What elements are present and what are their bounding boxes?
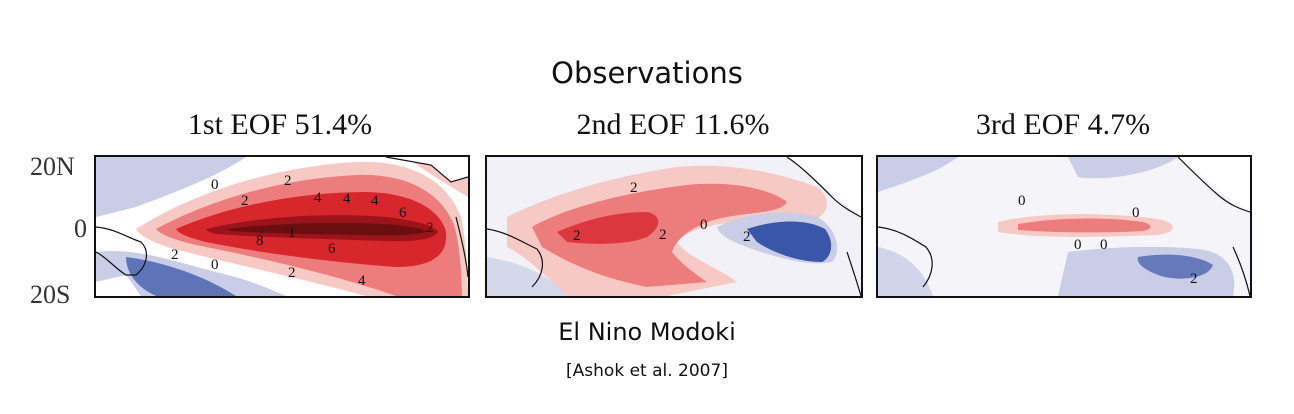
cool-region — [878, 247, 933, 296]
eof2-map-svg: 2 2 2 0 2 — [487, 157, 861, 296]
eof3-map: 0 0 0 0 2 — [876, 155, 1252, 298]
contour-label: 0 — [211, 177, 219, 193]
eof1-map: 0 2 2 4 4 4 6 8 1 6 2 2 0 4 2 — [94, 155, 470, 298]
panel-1-title: 1st EOF 51.4% — [187, 108, 373, 141]
land — [96, 275, 141, 296]
coastline — [455, 216, 468, 278]
eof2-map: 2 2 2 0 2 — [485, 155, 863, 298]
contour-label: 2 — [573, 228, 581, 244]
coastline — [1232, 246, 1250, 296]
warm-region — [532, 183, 787, 287]
contour-label: 0 — [1074, 237, 1082, 253]
land — [1178, 157, 1250, 212]
contour-label: 2 — [284, 173, 292, 189]
coastline — [846, 251, 861, 296]
lat-label-20n: 20N — [30, 152, 75, 181]
cool-region — [96, 157, 246, 217]
contour-label: 2 — [630, 180, 638, 196]
panel-2-title: 2nd EOF 11.6% — [576, 108, 770, 141]
cool-region — [747, 221, 832, 262]
cool-region — [878, 157, 958, 192]
cool-region — [1068, 157, 1178, 179]
coastline — [385, 157, 468, 183]
cool-region — [487, 257, 567, 296]
coastline — [786, 157, 861, 218]
figure-heading: Observations — [551, 56, 743, 90]
eof3-map-svg: 0 0 0 0 2 — [878, 157, 1250, 296]
warm-region — [1018, 218, 1151, 233]
coastline — [1177, 157, 1250, 213]
contour-label: 2 — [743, 229, 751, 245]
contour-label: 8 — [256, 233, 264, 249]
lat-label-20s: 20S — [30, 280, 71, 309]
contour-label: 0 — [211, 257, 219, 273]
contour-label: 2 — [288, 265, 296, 281]
coastline — [96, 226, 148, 276]
contour-label: 2 — [171, 247, 179, 263]
coastline — [878, 226, 933, 288]
footer-title: El Nino Modoki — [558, 318, 736, 346]
contour-label: 0 — [1132, 205, 1140, 221]
citation: [Ashok et al. 2007] — [566, 361, 728, 381]
panel-3-title: 3rd EOF 4.7% — [975, 108, 1151, 141]
cool-region — [126, 257, 236, 296]
warm-region — [557, 212, 659, 244]
eof1-map-svg: 0 2 2 4 4 4 6 8 1 6 2 2 0 4 2 — [96, 157, 468, 296]
coastline — [487, 228, 544, 288]
lat-label-equator: 0 — [74, 214, 87, 243]
contour-label: 0 — [700, 217, 708, 233]
warm-region — [226, 222, 426, 236]
contour-label: 2 — [659, 227, 667, 243]
contour-label: 0 — [1018, 193, 1026, 209]
contour-label: 1 — [288, 225, 296, 241]
contour-label: 2 — [426, 220, 434, 236]
contour-label: 6 — [328, 241, 336, 257]
contour-label: 6 — [399, 205, 407, 221]
contour-label: 0 — [1100, 237, 1108, 253]
contour-label: 4 — [314, 190, 322, 206]
contour-label: 2 — [241, 193, 249, 209]
contour-label: 4 — [343, 191, 351, 207]
land — [386, 157, 468, 182]
cool-region — [1137, 254, 1213, 279]
contour-label: 4 — [358, 273, 366, 289]
contour-label: 2 — [1190, 271, 1198, 287]
contour-label: 4 — [371, 193, 379, 209]
